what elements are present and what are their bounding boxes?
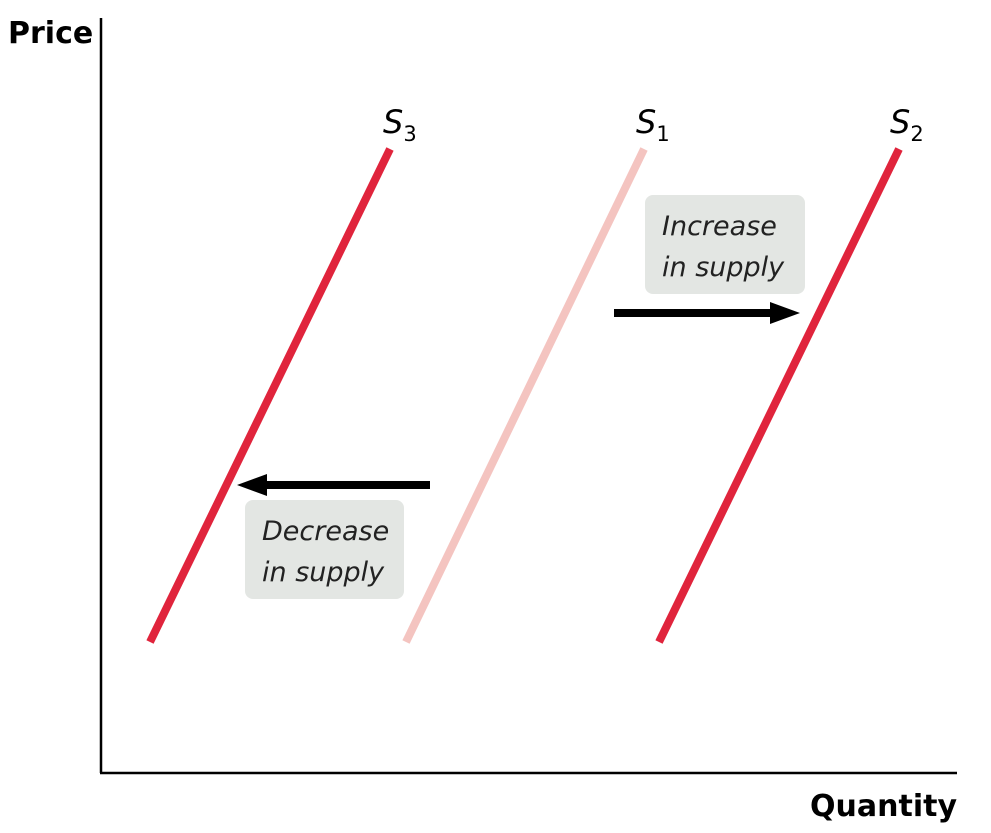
curve-label-s2-subscript: 2 [910, 122, 923, 146]
increase-note-line1: Increase [662, 211, 777, 242]
decrease-arrowhead [237, 474, 267, 496]
x-axis-title: Quantity [810, 789, 957, 824]
supply-curve-s2 [655, 147, 903, 644]
increase-arrowhead [770, 302, 800, 324]
decrease-note-line2: in supply [262, 557, 385, 588]
increase-note-box [645, 195, 805, 294]
decrease-note-line1: Decrease [262, 516, 389, 547]
supply-curve-s3 [146, 147, 394, 644]
increase-note-line2: in supply [662, 252, 785, 283]
curve-label-s3-subscript: 3 [403, 122, 416, 146]
curve-label-s2: S2 [890, 103, 924, 146]
supply-curve-s1 [402, 147, 648, 644]
curve-label-s3-letter: S [383, 103, 403, 141]
curve-label-s2-letter: S [890, 103, 910, 141]
curve-label-s1-letter: S [636, 103, 656, 141]
curve-label-s3: S3 [383, 103, 417, 146]
curve-label-s1-subscript: 1 [656, 122, 669, 146]
decrease-note-box [245, 500, 404, 599]
y-axis-title: Price [8, 16, 93, 51]
curve-label-s1: S1 [636, 103, 670, 146]
